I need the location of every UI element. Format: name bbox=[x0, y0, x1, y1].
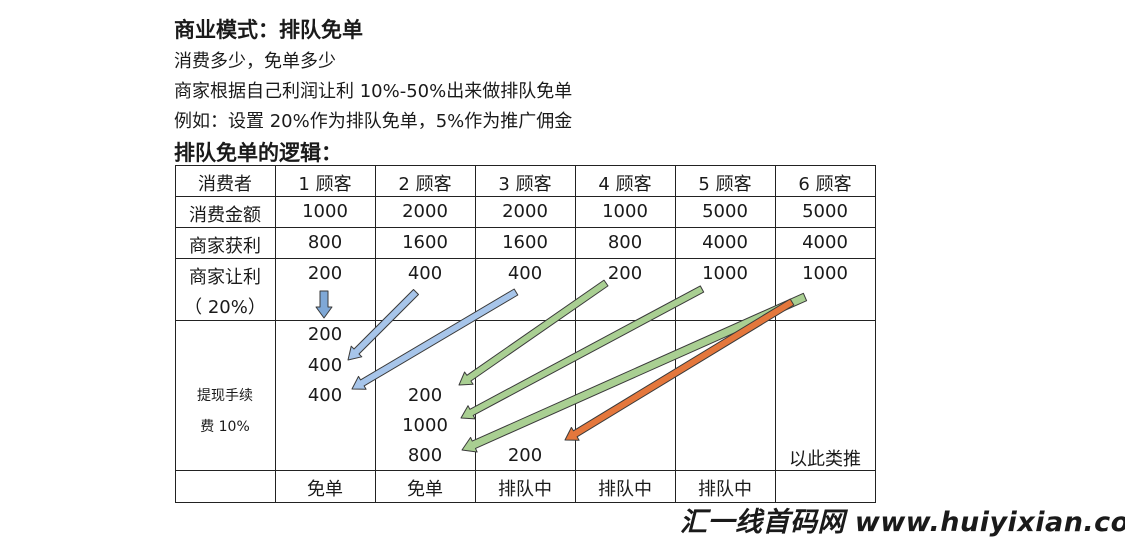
row-label: 商家让利 bbox=[189, 267, 261, 288]
grid-line bbox=[175, 320, 876, 321]
table-cell: 800 bbox=[307, 232, 343, 253]
transfer-arrow-blue-1 bbox=[347, 289, 419, 361]
fee-label: 费 10% bbox=[200, 419, 250, 435]
queue-value: 200 bbox=[407, 385, 443, 406]
queue-table: 消费者 1 顾客 2 顾客 3 顾客 4 顾客 5 顾客 6 顾客 消费金额 1… bbox=[175, 165, 876, 503]
grid-line bbox=[675, 165, 676, 503]
transfer-arrow-green-3 bbox=[461, 292, 808, 453]
table-cell: 1000 bbox=[302, 201, 348, 222]
text-line-2: 商家根据自己利润让利 10%-50%出来做排队免单 bbox=[174, 81, 573, 102]
queue-value: 800 bbox=[407, 445, 443, 466]
grid-line bbox=[175, 258, 876, 259]
header-cell: 1 顾客 bbox=[298, 174, 352, 195]
grid-line bbox=[875, 165, 876, 503]
queue-value: 200 bbox=[507, 445, 543, 466]
table-cell: 2000 bbox=[402, 201, 448, 222]
queue-value: 200 bbox=[307, 324, 343, 345]
row-label: 消费金额 bbox=[189, 205, 261, 226]
watermark: 汇一线首码网 www.huiyixian.com bbox=[680, 507, 1125, 538]
table-cell: 1600 bbox=[502, 232, 548, 253]
header-cell: 5 顾客 bbox=[698, 174, 752, 195]
status-cell: 排队中 bbox=[498, 479, 552, 500]
text-line-1: 消费多少，免单多少 bbox=[174, 51, 336, 72]
header-cell: 2 顾客 bbox=[398, 174, 452, 195]
header-cell: 消费者 bbox=[198, 174, 252, 195]
text-line-3: 例如：设置 20%作为排队免单，5%作为推广佣金 bbox=[174, 111, 573, 132]
etc-note: 以此类推 bbox=[789, 449, 861, 470]
down-arrow bbox=[315, 290, 333, 319]
queue-value: 400 bbox=[307, 385, 343, 406]
rate-note: （ 20%） bbox=[184, 297, 266, 318]
queue-value: 400 bbox=[307, 355, 343, 376]
grid-line bbox=[775, 165, 776, 503]
grid-line bbox=[175, 165, 176, 503]
grid-line bbox=[175, 165, 876, 166]
row-label: 商家获利 bbox=[189, 236, 261, 257]
table-cell: 200 bbox=[607, 263, 643, 284]
grid-line bbox=[175, 227, 876, 228]
table-cell: 400 bbox=[407, 263, 443, 284]
section-heading: 排队免单的逻辑： bbox=[174, 141, 342, 165]
grid-line bbox=[175, 470, 876, 471]
grid-line bbox=[575, 165, 576, 503]
header-cell: 3 顾客 bbox=[498, 174, 552, 195]
header-cell: 4 顾客 bbox=[598, 174, 652, 195]
table-cell: 2000 bbox=[502, 201, 548, 222]
table-cell: 1600 bbox=[402, 232, 448, 253]
status-cell: 排队中 bbox=[598, 479, 652, 500]
transfer-arrow-green-2 bbox=[460, 285, 705, 420]
table-cell: 4000 bbox=[702, 232, 748, 253]
status-cell: 免单 bbox=[307, 479, 343, 500]
grid-line bbox=[175, 502, 876, 503]
grid-line bbox=[175, 196, 876, 197]
transfer-arrow-orange bbox=[564, 298, 795, 441]
table-cell: 400 bbox=[507, 263, 543, 284]
table-cell: 800 bbox=[607, 232, 643, 253]
transfer-arrow-blue-2 bbox=[351, 288, 519, 390]
header-cell: 6 顾客 bbox=[798, 174, 852, 195]
table-cell: 4000 bbox=[802, 232, 848, 253]
grid-line bbox=[275, 165, 276, 503]
table-cell: 5000 bbox=[802, 201, 848, 222]
table-cell: 1000 bbox=[702, 263, 748, 284]
status-cell: 排队中 bbox=[698, 479, 752, 500]
table-cell: 1000 bbox=[602, 201, 648, 222]
page-title: 商业模式：排队免单 bbox=[174, 18, 363, 42]
table-cell: 1000 bbox=[802, 263, 848, 284]
grid-line bbox=[475, 165, 476, 503]
table-cell: 200 bbox=[307, 263, 343, 284]
transfer-arrow-green-1 bbox=[458, 279, 609, 386]
fee-label: 提现手续 bbox=[197, 388, 253, 404]
queue-value: 1000 bbox=[402, 415, 448, 436]
status-cell: 免单 bbox=[407, 479, 443, 500]
table-cell: 5000 bbox=[702, 201, 748, 222]
